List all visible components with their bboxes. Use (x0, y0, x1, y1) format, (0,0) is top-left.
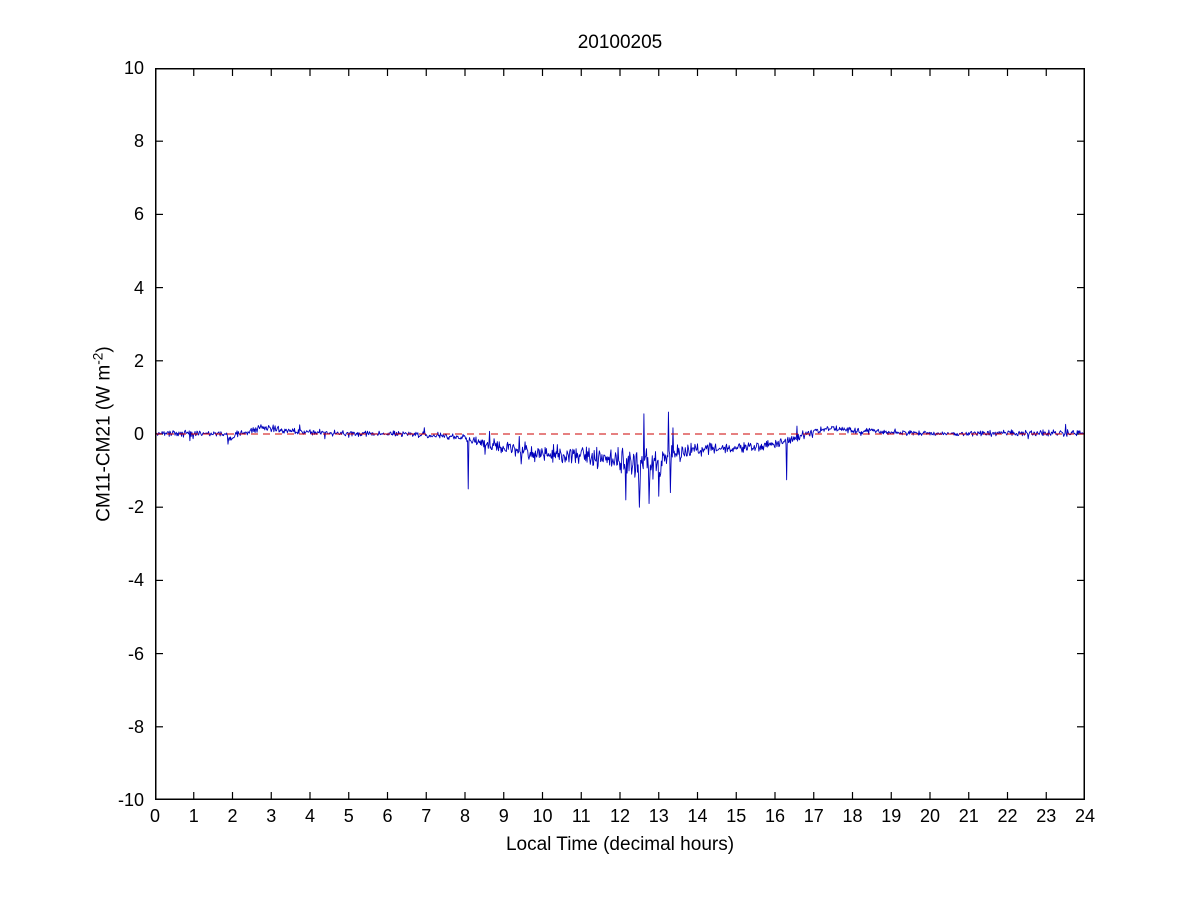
y-tick-label: -2 (127, 497, 144, 518)
x-tick-label: 8 (459, 806, 470, 826)
y-tick-label: 10 (123, 58, 144, 78)
x-tick-label: 24 (1074, 806, 1096, 826)
y-tick-label: 4 (133, 277, 144, 298)
x-tick-label: 3 (266, 806, 277, 826)
y-tick-label: -4 (127, 570, 144, 591)
x-tick-label: 19 (881, 806, 902, 826)
y-tick-label: 6 (133, 204, 144, 225)
y-tick-label: 8 (133, 131, 144, 152)
x-tick-label: 22 (997, 806, 1018, 826)
x-tick-label: 11 (571, 806, 591, 826)
x-axis-label: Local Time (decimal hours) (505, 834, 735, 855)
x-tick-label: 17 (803, 806, 824, 826)
x-tick-label: 10 (532, 806, 553, 826)
y-tick-label: 2 (133, 350, 144, 371)
x-tick-label: 1 (188, 806, 199, 826)
x-tick-label: 16 (764, 806, 786, 826)
y-tick-label: 0 (133, 424, 144, 444)
x-tick-label: 18 (842, 806, 863, 826)
x-tick-label: 0 (149, 806, 160, 826)
x-tick-label: 14 (687, 806, 708, 826)
y-tick-label: -8 (127, 716, 144, 737)
x-tick-label: 13 (648, 806, 669, 826)
x-tick-label: 23 (1036, 806, 1057, 826)
x-tick-label: 7 (421, 806, 432, 826)
plot-area (155, 68, 1085, 800)
x-tick-label: 15 (726, 806, 747, 826)
x-tick-label: 21 (958, 806, 979, 826)
x-tick-label: 6 (382, 806, 393, 826)
x-tick-label: 9 (498, 806, 509, 826)
plot-title: 20100205 (577, 32, 663, 53)
x-tick-label: 2 (227, 806, 238, 826)
y-tick-label: -6 (127, 643, 144, 664)
y-tick-label: -10 (117, 790, 144, 810)
x-tick-label: 4 (304, 806, 315, 826)
x-tick-label: 12 (609, 806, 631, 826)
x-tick-label: 20 (919, 806, 941, 826)
x-tick-label: 5 (343, 806, 354, 826)
